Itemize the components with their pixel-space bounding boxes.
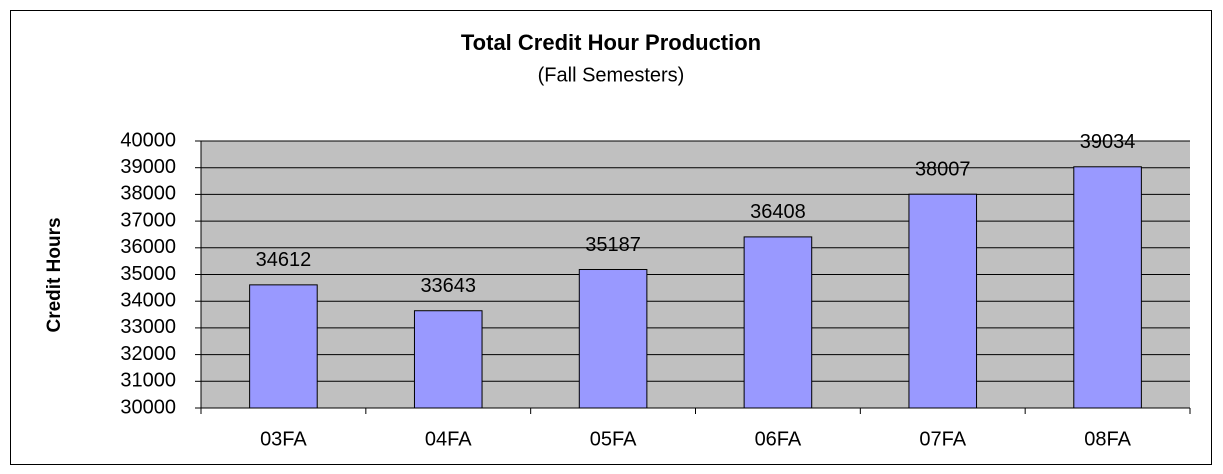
y-tick-label: 37000 bbox=[120, 209, 176, 231]
y-tick-label: 31000 bbox=[120, 370, 176, 392]
x-tick-label: 04FA bbox=[425, 428, 472, 450]
bar bbox=[1073, 166, 1142, 409]
bar bbox=[578, 269, 648, 409]
x-tick-label: 07FA bbox=[919, 428, 966, 450]
y-tick-label: 33000 bbox=[120, 316, 176, 338]
y-tick-label: 36000 bbox=[120, 236, 176, 258]
data-label: 35187 bbox=[585, 234, 641, 256]
x-tick-label: 03FA bbox=[260, 428, 307, 450]
y-axis-label: Credit Hours bbox=[44, 217, 65, 332]
data-label: 33643 bbox=[420, 275, 476, 297]
x-tick-label: 06FA bbox=[755, 428, 802, 450]
bar bbox=[249, 284, 318, 409]
y-tick-label: 39000 bbox=[120, 156, 176, 178]
y-tick-label: 35000 bbox=[120, 263, 176, 285]
bar bbox=[413, 310, 483, 409]
data-label: 34612 bbox=[256, 249, 312, 271]
x-tick-label: 08FA bbox=[1084, 428, 1131, 450]
chart-title: Total Credit Hour Production bbox=[461, 30, 761, 55]
data-label: 39034 bbox=[1080, 131, 1136, 153]
chart-subtitle: (Fall Semesters) bbox=[538, 64, 685, 86]
y-tick-label: 34000 bbox=[120, 289, 176, 311]
bar bbox=[743, 236, 813, 409]
y-tick-label: 38000 bbox=[120, 183, 176, 205]
data-label: 36408 bbox=[750, 201, 806, 223]
y-tick-label: 30000 bbox=[120, 396, 176, 418]
bar bbox=[908, 193, 978, 409]
data-label: 38007 bbox=[915, 158, 971, 180]
x-tick-label: 05FA bbox=[590, 428, 637, 450]
y-tick-label: 40000 bbox=[120, 129, 176, 151]
y-tick-label: 32000 bbox=[120, 343, 176, 365]
